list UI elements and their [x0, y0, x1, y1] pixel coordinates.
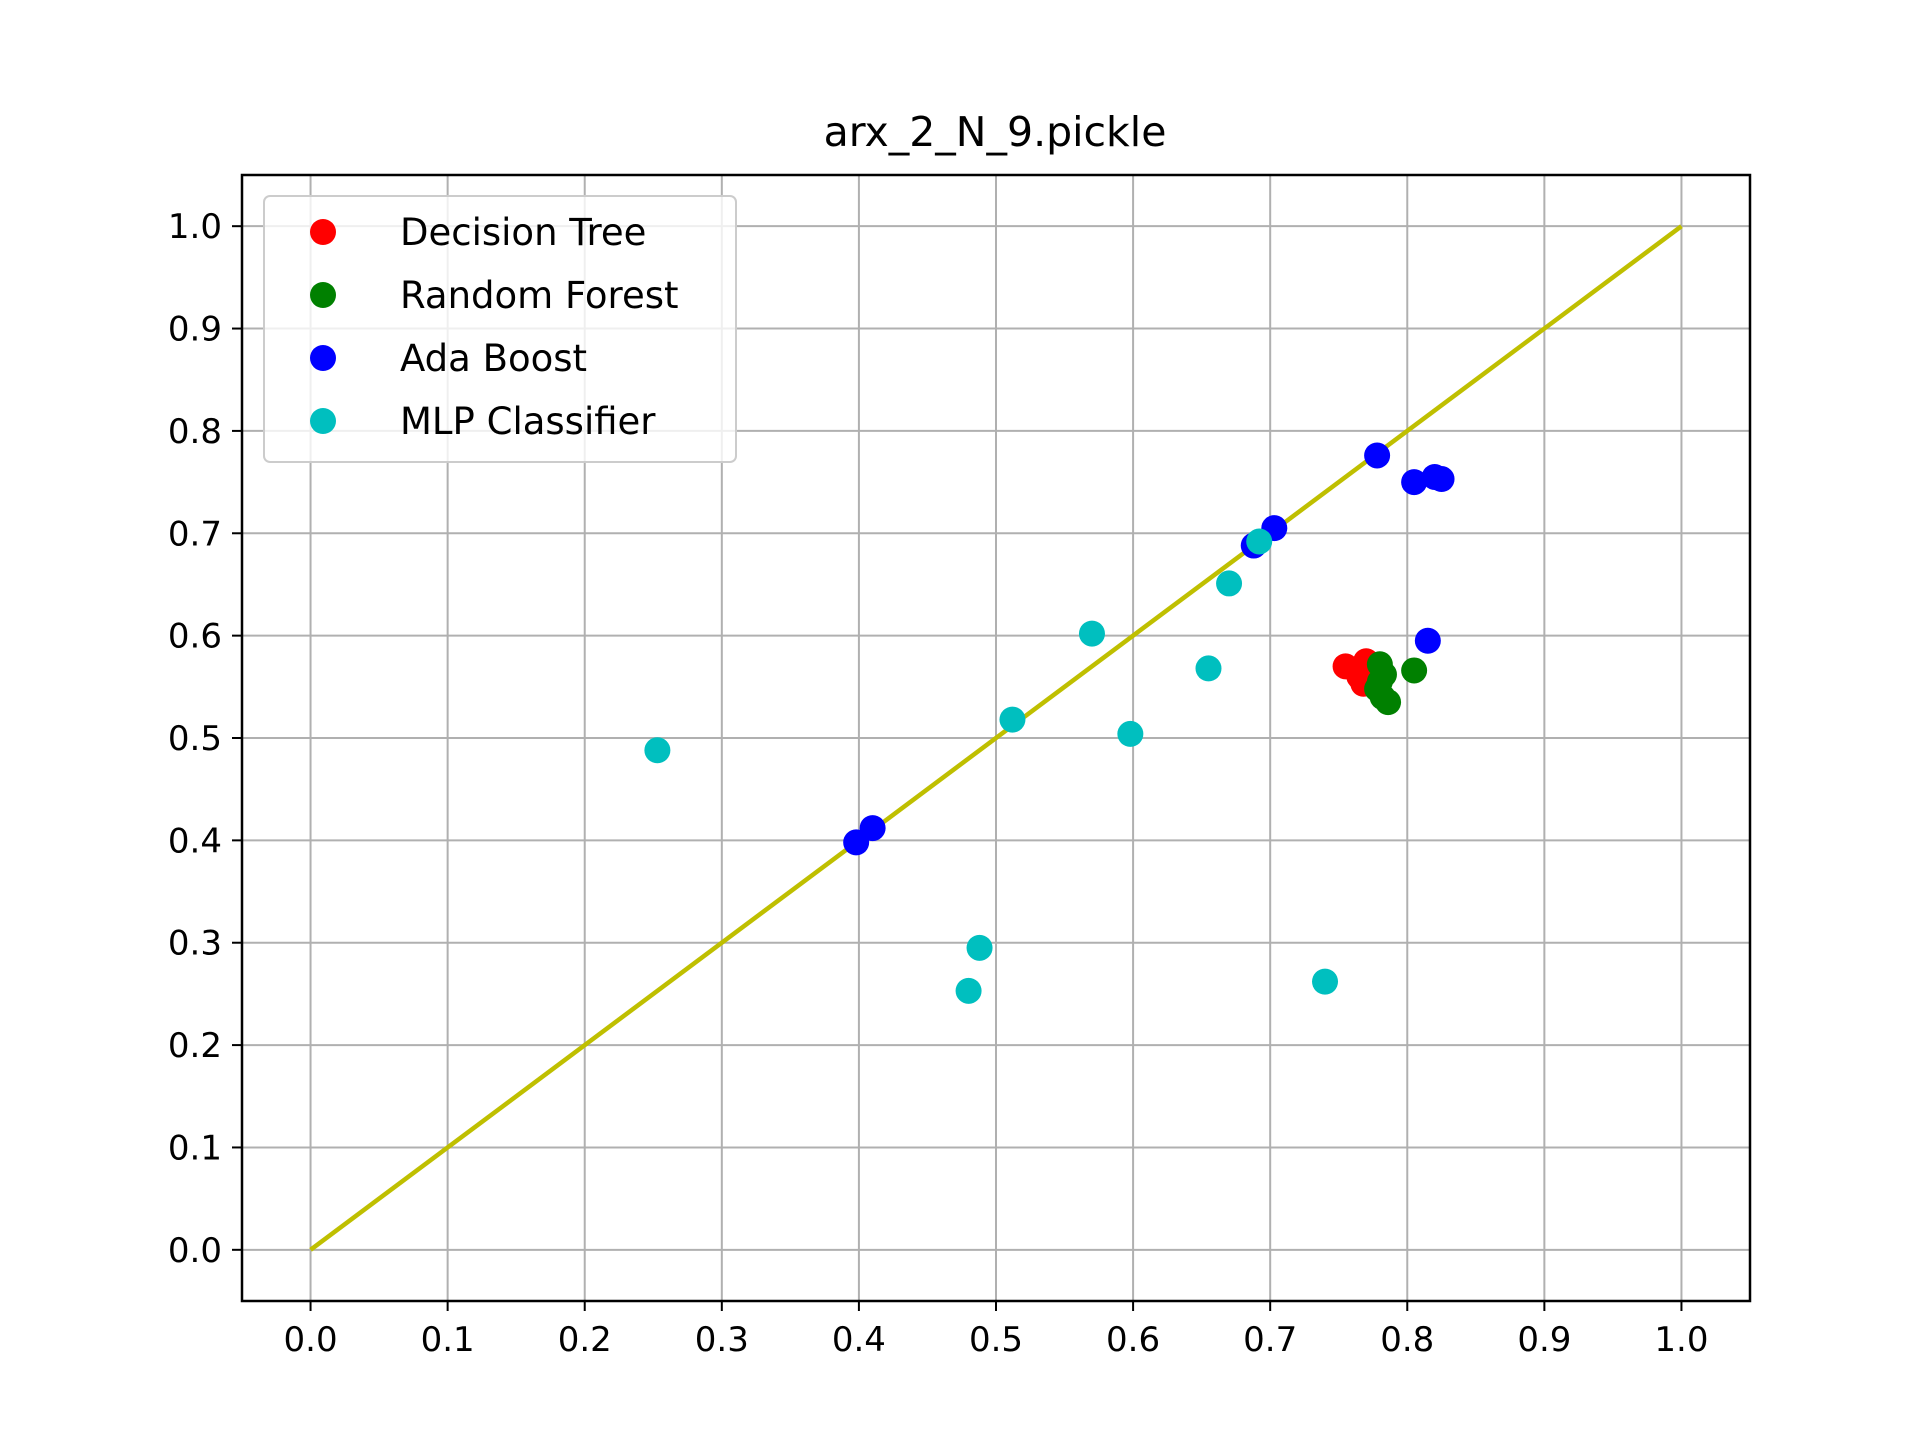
x-tick-label-4: 0.4 — [832, 1320, 886, 1360]
y-tick-label-0: 0.0 — [168, 1231, 222, 1271]
mlp-classifier-point-0 — [644, 737, 671, 764]
ada-boost-point-5 — [1401, 469, 1428, 496]
mlp-classifier-point-7 — [1216, 570, 1243, 597]
y-tick-label-8: 0.8 — [168, 412, 222, 452]
legend-box — [263, 195, 737, 463]
y-tick-label-3: 0.3 — [168, 924, 222, 964]
random-forest-point-4 — [1375, 689, 1402, 716]
x-tick-label-1: 0.1 — [421, 1320, 475, 1360]
legend-label-random-forest: Random Forest — [400, 274, 679, 317]
x-tick-label-2: 0.2 — [558, 1320, 612, 1360]
mlp-classifier-point-9 — [1312, 968, 1339, 995]
random-forest-point-5 — [1401, 657, 1428, 684]
chart-title: arx_2_N_9.pickle — [824, 108, 1167, 156]
legend-label-mlp-classifier: MLP Classifier — [400, 400, 656, 443]
mlp-classifier-point-4 — [1078, 620, 1105, 647]
series-random-forest — [1364, 651, 1428, 716]
x-tick-label-8: 0.8 — [1380, 1320, 1434, 1360]
ada-boost-point-7 — [1428, 466, 1455, 493]
ada-boost-point-1 — [859, 815, 886, 842]
series-ada-boost — [843, 442, 1455, 856]
legend-marker-random-forest — [310, 282, 336, 308]
legend-marker-decision-tree — [310, 219, 336, 245]
random-forest-point-6 — [1366, 668, 1393, 695]
legend-label-decision-tree: Decision Tree — [400, 211, 646, 254]
legend-label-ada-boost: Ada Boost — [400, 337, 587, 380]
axis-ticks: 0.0 0.1 0.2 0.3 0.4 0.5 0.6 0.7 0.8 0.9 1.0 0.0 0.1 0… — [168, 207, 1709, 1360]
y-tick-label-6: 0.6 — [168, 617, 222, 657]
x-tick-label-6: 0.6 — [1106, 1320, 1160, 1360]
y-tick-label-9: 0.9 — [168, 310, 222, 350]
mlp-classifier-point-6 — [1195, 655, 1222, 682]
legend-marker-mlp-classifier — [310, 408, 336, 434]
x-tick-label-0: 0.0 — [284, 1320, 338, 1360]
mlp-classifier-point-3 — [999, 706, 1026, 733]
data-points — [644, 442, 1455, 1004]
y-tick-label-7: 0.7 — [168, 514, 222, 554]
x-tick-label-7: 0.7 — [1243, 1320, 1297, 1360]
mlp-classifier-point-8 — [1246, 528, 1273, 555]
reference-line — [309, 224, 1683, 1252]
legend-marker-ada-boost — [310, 345, 336, 371]
y-tick-label-1: 0.1 — [168, 1128, 222, 1168]
reference-line-layer — [309, 224, 1683, 1252]
series-mlp-classifier — [644, 528, 1339, 1004]
x-tick-label-9: 0.9 — [1517, 1320, 1571, 1360]
y-tick-label-10: 1.0 — [168, 207, 222, 247]
x-tick-label-5: 0.5 — [969, 1320, 1023, 1360]
y-tick-label-2: 0.2 — [168, 1026, 222, 1066]
ada-boost-point-4 — [1364, 442, 1391, 469]
legend: Decision Tree Random Forest Ada Boost MLP C… — [263, 195, 737, 463]
y-tick-label-5: 0.5 — [168, 719, 222, 759]
mlp-classifier-point-1 — [955, 977, 982, 1004]
x-tick-label-10: 1.0 — [1654, 1320, 1708, 1360]
x-tick-label-3: 0.3 — [695, 1320, 749, 1360]
mlp-classifier-point-2 — [966, 934, 993, 961]
y-tick-label-4: 0.4 — [168, 821, 222, 861]
ada-boost-point-8 — [1414, 627, 1441, 654]
mlp-classifier-point-5 — [1117, 720, 1144, 747]
